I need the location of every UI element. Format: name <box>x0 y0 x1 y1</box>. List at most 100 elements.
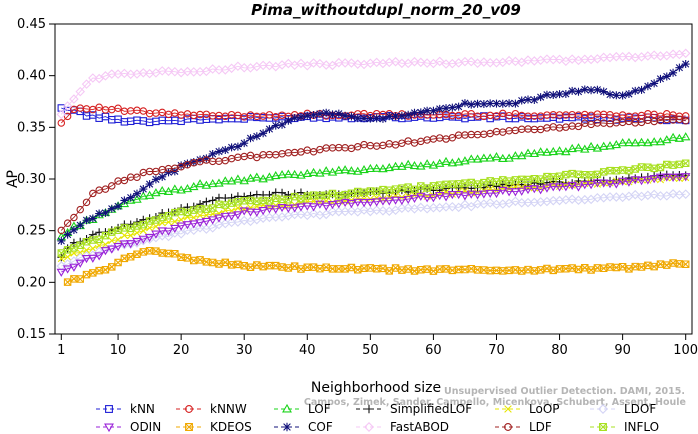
data-point <box>208 196 217 205</box>
data-point <box>334 109 343 118</box>
legend-item-kdeos: KDEOS <box>176 420 252 434</box>
data-point <box>409 194 420 203</box>
data-point <box>429 267 438 275</box>
data-point <box>681 260 690 268</box>
data-point <box>398 184 406 192</box>
data-point <box>341 265 349 273</box>
data-point <box>416 202 426 213</box>
data-point <box>100 247 111 256</box>
data-point <box>69 94 79 104</box>
data-point <box>233 211 243 220</box>
data-point <box>138 191 149 200</box>
data-point <box>460 99 469 108</box>
data-point <box>220 212 231 221</box>
data-point <box>57 249 66 257</box>
data-point <box>599 168 608 176</box>
data-point <box>208 149 217 158</box>
y-tick-label: 0.30 <box>17 172 46 187</box>
data-point <box>271 121 280 130</box>
data-point <box>157 227 167 236</box>
data-point <box>62 259 73 269</box>
data-point <box>296 209 306 220</box>
legend-marker <box>104 423 114 433</box>
data-point <box>434 56 445 67</box>
data-point <box>296 113 305 122</box>
data-point <box>201 217 212 227</box>
data-point <box>669 68 678 77</box>
data-point <box>82 198 91 207</box>
series-line <box>61 193 686 267</box>
data-point <box>290 262 299 270</box>
data-point <box>581 264 589 272</box>
data-point <box>94 252 104 261</box>
data-point <box>662 72 671 81</box>
data-point <box>416 57 426 68</box>
data-point <box>631 165 639 173</box>
data-point <box>176 222 186 231</box>
data-point <box>277 203 287 213</box>
data-point <box>82 270 91 279</box>
data-point <box>158 213 166 222</box>
data-point <box>574 265 583 274</box>
data-point <box>258 207 268 216</box>
data-point <box>453 190 464 200</box>
legend-label: LDOF <box>624 402 656 416</box>
data-point <box>278 188 287 197</box>
data-point <box>334 165 344 174</box>
data-point <box>278 120 287 129</box>
data-point <box>95 209 104 218</box>
data-point <box>592 193 603 203</box>
data-point <box>297 195 305 203</box>
data-point <box>334 206 344 217</box>
data-point <box>327 200 338 210</box>
data-point <box>120 176 129 185</box>
legend-label: FastABOD <box>390 420 449 434</box>
data-point <box>422 194 432 203</box>
data-point <box>472 199 483 209</box>
data-point <box>233 174 243 183</box>
data-point <box>630 138 640 147</box>
data-point <box>598 179 609 188</box>
data-point <box>265 197 274 205</box>
data-point <box>612 263 621 272</box>
data-point <box>214 178 224 187</box>
data-point <box>397 111 406 120</box>
data-point <box>542 184 552 193</box>
series-lof <box>56 132 691 241</box>
data-point <box>385 186 394 195</box>
data-point <box>126 224 135 233</box>
data-point <box>163 231 174 242</box>
data-point <box>618 91 627 100</box>
legend-item-loop: LoOP <box>495 402 560 416</box>
data-point <box>182 184 193 193</box>
data-point <box>384 197 395 206</box>
y-tick-label: 0.40 <box>17 69 46 84</box>
data-point <box>340 165 350 174</box>
data-point <box>195 223 205 233</box>
data-point <box>227 199 236 207</box>
series-fastabod <box>56 48 691 120</box>
legend-marker <box>364 422 374 432</box>
series-ldf <box>57 115 690 235</box>
data-point <box>315 200 325 209</box>
data-point <box>548 146 559 156</box>
data-point <box>239 62 249 73</box>
data-point <box>207 64 218 74</box>
data-point <box>296 58 306 69</box>
data-point <box>492 178 501 186</box>
legend-marker <box>282 422 292 432</box>
data-point <box>492 182 501 191</box>
data-point <box>598 141 609 150</box>
data-point <box>378 197 388 206</box>
data-point <box>542 54 552 64</box>
data-point <box>182 221 193 230</box>
data-point <box>492 99 501 108</box>
data-point <box>221 146 230 155</box>
data-point <box>466 56 477 67</box>
data-point <box>649 137 659 146</box>
data-point <box>202 211 210 219</box>
data-point <box>530 267 539 275</box>
data-point <box>95 103 103 112</box>
data-point <box>346 199 357 209</box>
data-point <box>650 79 659 88</box>
